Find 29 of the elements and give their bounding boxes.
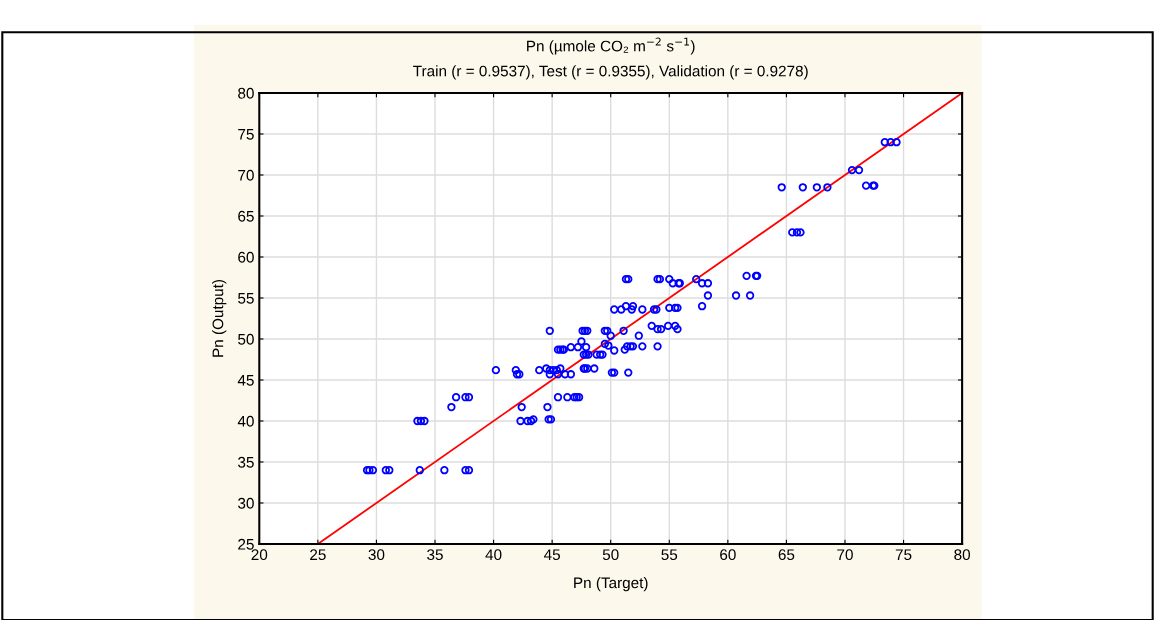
x-tick-label: 45 (543, 549, 560, 561)
y-tick-label: 50 (238, 333, 254, 345)
chart-title: Pn (µmole CO₂ m$^{−2}$ s$^{−1}$) (527, 37, 695, 55)
x-tick-label: 60 (720, 549, 736, 561)
x-tick-label: 50 (602, 549, 619, 561)
y-tick-label: 60 (238, 251, 254, 263)
x-tick-label: 35 (427, 549, 443, 561)
y-tick-label: 70 (238, 169, 254, 181)
y-tick-label: 30 (238, 497, 254, 509)
x-tick-label: 40 (485, 549, 502, 561)
y-axis-title: Pn (Output) (212, 279, 227, 357)
x-tick-label: 55 (661, 549, 678, 561)
y-tick-label: 80 (238, 87, 254, 99)
y-tick-label: 40 (237, 415, 254, 427)
y-tick-label: 45 (237, 375, 254, 386)
x-tick-label: 25 (310, 549, 326, 561)
y-tick-label: 35 (238, 456, 254, 468)
x-tick-label: 80 (954, 549, 971, 561)
x-tick-label: 75 (895, 549, 912, 561)
x-tick-label: 70 (837, 549, 853, 561)
y-tick-label: 55 (238, 293, 254, 304)
x-tick-label: 65 (778, 549, 795, 561)
x-tick-label: 30 (368, 549, 385, 561)
chart-subtitle: Train (r = 0.9537), Test (r = 0.9355), Validation (r = 0.9278) (413, 65, 808, 80)
y-tick-label: 65 (238, 210, 254, 222)
y-tick-label: 25 (238, 538, 254, 550)
x-axis-title: Pn (Target) (574, 576, 648, 592)
x-tick-label: 20 (251, 549, 268, 561)
y-tick-label: 75 (238, 129, 254, 140)
